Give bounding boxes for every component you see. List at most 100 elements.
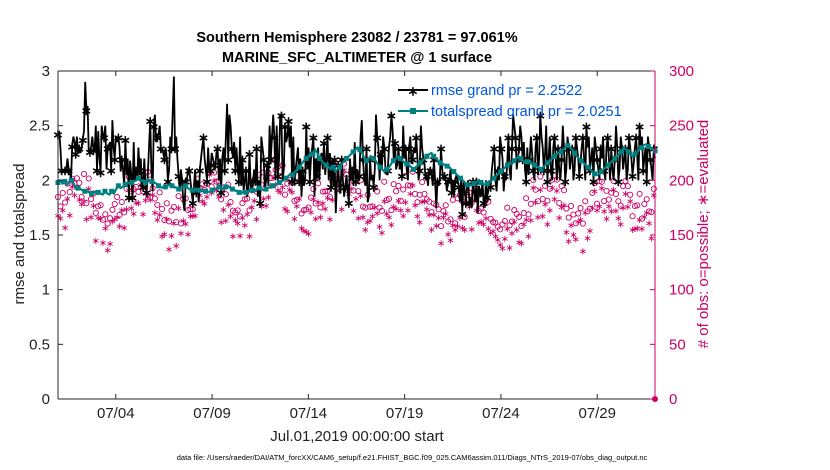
obs-evaluated-point: ∗: [340, 166, 348, 177]
totalspread-point: [102, 188, 108, 194]
obs-possible-point: [546, 185, 553, 192]
obs-evaluated-point: ∗: [196, 190, 204, 201]
obs-evaluated-point: ∗: [638, 224, 646, 235]
obs-possible-point: [76, 179, 83, 186]
rmse-point: ∗: [170, 141, 181, 156]
totalspread-point: [169, 183, 175, 189]
obs-evaluated-point: ∗: [56, 213, 64, 224]
totalspread-point: [243, 189, 249, 195]
rmse-point: ∗: [457, 207, 468, 222]
obs-evaluated-point: ∗: [520, 219, 528, 230]
totalspread-point: [504, 162, 510, 168]
rmse-point: ∗: [60, 163, 71, 178]
obs-evaluated-point: ∗: [517, 238, 525, 249]
totalspread-point: [645, 143, 651, 149]
rmse-point: ∗: [233, 174, 244, 189]
obs-evaluated-point: ∗: [475, 218, 483, 229]
rmse-point: ∗: [570, 130, 581, 145]
totalspread-point: [203, 188, 209, 194]
obs-possible-point: [589, 189, 596, 196]
obs-evaluated-point: ∗: [172, 241, 180, 252]
obs-possible-point: [577, 205, 584, 212]
obs-evaluated-point: ∗: [371, 202, 379, 213]
obs-possible-point: [385, 195, 393, 202]
obs-evaluated-point: ∗: [92, 236, 100, 247]
obs-evaluated-point: ∗: [319, 199, 327, 210]
obs-evaluated-point: ∗: [314, 197, 322, 208]
obs-evaluated-point: ∗: [59, 205, 67, 216]
obs-possible-point: [452, 220, 459, 227]
obs-evaluated-point: ∗: [496, 240, 504, 251]
obs-evaluated-point: ∗: [295, 194, 303, 205]
obs-evaluated-point: ∗: [451, 225, 459, 236]
obs-evaluated-point: ∗: [167, 231, 175, 242]
obs-possible-point: [151, 195, 158, 202]
rmse-point: ∗: [556, 152, 567, 167]
obs-possible-point: [612, 190, 620, 198]
obs-possible-point: [563, 205, 570, 212]
obs-evaluated-point: ∗: [170, 219, 178, 230]
obs-evaluated-point: ∗: [108, 216, 116, 227]
rmse-point: ∗: [287, 174, 298, 189]
rmse-point: ∗: [155, 141, 166, 156]
obs-evaluated-point: ∗: [82, 214, 90, 225]
obs-possible-point: [246, 207, 253, 214]
obs-evaluated-point: ∗: [548, 183, 556, 194]
totalspread-point: [538, 166, 544, 172]
obs-evaluated-point: ∗: [269, 173, 277, 184]
legend-label: rmse grand pr = 2.2522: [431, 83, 582, 99]
totalspread-point: [343, 155, 349, 161]
rmse-point: ∗: [212, 141, 223, 156]
obs-possible-point: [419, 179, 426, 186]
obs-possible-point: [544, 197, 551, 204]
rmse-point: ∗: [407, 152, 418, 167]
obs-evaluated-point: ∗: [477, 217, 485, 228]
totalspread-point: [551, 153, 557, 159]
obs-evaluated-point: ∗: [151, 208, 159, 219]
obs-evaluated-point: ∗: [77, 199, 85, 210]
obs-possible-point: [374, 188, 381, 195]
rmse-point: ∗: [255, 196, 266, 211]
obs-evaluated-point: ∗: [328, 195, 336, 206]
obs-evaluated-point: ∗: [283, 207, 291, 218]
rmse-point: ∗: [354, 168, 365, 183]
obs-possible-point: [518, 222, 525, 230]
obs-possible-point: [369, 203, 376, 210]
legend-marker: [410, 108, 416, 114]
obs-evaluated-point: ∗: [160, 229, 168, 240]
rmse-point: ∗: [95, 165, 106, 180]
rmse-point: ∗: [319, 136, 330, 151]
totalspread-point: [182, 183, 188, 189]
obs-evaluated-point: ∗: [465, 202, 473, 213]
totalspread-point: [397, 155, 403, 161]
obs-possible-point: [605, 196, 612, 203]
rmse-point: ∗: [308, 130, 319, 145]
totalspread-point: [471, 181, 477, 187]
rmse-point: ∗: [425, 163, 436, 178]
obs-evaluated-point: ∗: [543, 219, 551, 230]
obs-evaluated-point: ∗: [390, 202, 398, 213]
rmse-point: ∗: [499, 168, 510, 183]
obs-possible-point: [80, 170, 88, 177]
obs-possible-point: [175, 193, 182, 200]
rmse-point: ∗: [372, 130, 383, 145]
rmse-point: ∗: [244, 147, 255, 162]
obs-possible-point: [293, 196, 300, 203]
obs-evaluated-point: ∗: [515, 237, 523, 248]
y-tick-label-right: 150: [669, 227, 694, 244]
obs-evaluated-point: ∗: [434, 213, 442, 224]
obs-evaluated-point: ∗: [89, 201, 97, 212]
obs-evaluated-point: ∗: [189, 211, 197, 222]
obs-possible-point: [534, 198, 542, 205]
obs-evaluated-point: ∗: [286, 185, 294, 196]
obs-evaluated-point: ∗: [181, 219, 189, 230]
rmse-point: ∗: [358, 152, 369, 167]
rmse-point: ∗: [560, 174, 571, 189]
obs-evaluated-point: ∗: [316, 213, 324, 224]
obs-evaluated-point: ∗: [486, 228, 494, 239]
totalspread-point: [229, 186, 235, 192]
rmse-point: ∗: [272, 168, 283, 183]
obs-possible-point: [116, 211, 123, 219]
obs-evaluated-point: ∗: [375, 222, 383, 233]
rmse-point: ∗: [553, 141, 564, 156]
